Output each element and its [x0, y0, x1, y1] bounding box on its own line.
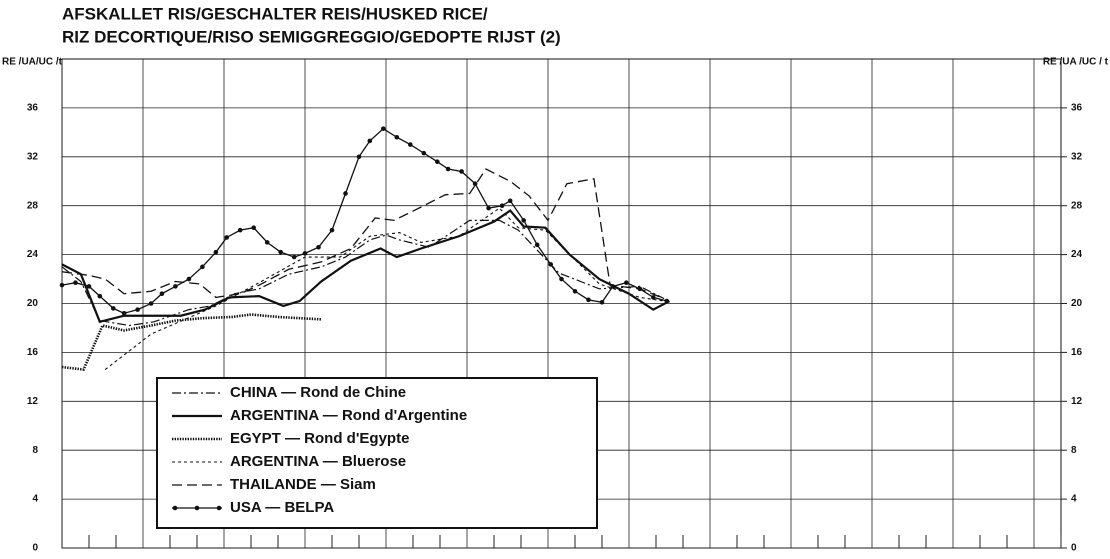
- data-point: [499, 203, 505, 208]
- data-point: [329, 227, 335, 233]
- data-point: [637, 286, 643, 292]
- series-line: [61, 209, 671, 324]
- data-point: [343, 191, 348, 196]
- legend-label: CHINA — Rond de Chine: [230, 384, 406, 401]
- y-tick-label: 12: [27, 396, 39, 407]
- data-point: [586, 297, 591, 303]
- data-point: [291, 254, 297, 260]
- data-point: [472, 181, 478, 186]
- y2-tick-label: 8: [1071, 445, 1077, 456]
- data-point: [521, 218, 526, 223]
- chart-title: RIZ DECORTIQUE/RISO SEMIGGREGGIO/GEDOPTE…: [62, 27, 561, 46]
- legend-label: USA — BELPA: [230, 499, 334, 516]
- data-point: [610, 284, 616, 289]
- y-tick-label: 8: [32, 445, 38, 456]
- data-point: [534, 242, 540, 248]
- data-point: [572, 288, 578, 294]
- chart-title: AFSKALLET RIS/GESCHALTER REIS/HUSKED RIC…: [62, 4, 488, 23]
- legend-dot: [172, 505, 178, 511]
- data-point: [548, 262, 553, 267]
- y2-axis-label: RE /UA /UC / t: [1043, 57, 1109, 68]
- data-point: [599, 299, 605, 305]
- data-point: [121, 310, 127, 316]
- y2-tick-label: 0: [1071, 543, 1077, 554]
- legend-dot: [194, 505, 200, 511]
- y2-tick-label: 4: [1071, 494, 1077, 505]
- series-line: [104, 207, 665, 370]
- legend: CHINA — Rond de Chine ARGENTINA — Rond d'…: [156, 377, 598, 529]
- data-point: [173, 284, 178, 289]
- data-point: [73, 280, 78, 286]
- y2-tick-label: 20: [1071, 298, 1083, 309]
- legend-label: THAILANDE — Siam: [230, 476, 376, 493]
- y2-tick-label: 32: [1071, 151, 1083, 162]
- data-point: [278, 249, 284, 255]
- legend-label: ARGENTINA — Bluerose: [230, 453, 406, 470]
- data-point: [421, 150, 427, 156]
- y-tick-label: 36: [27, 103, 39, 114]
- data-point: [264, 240, 270, 245]
- data-point: [237, 227, 243, 233]
- data-point: [200, 264, 205, 270]
- y-tick-label: 32: [27, 151, 39, 162]
- y-tick-label: 20: [27, 298, 39, 309]
- data-point: [159, 291, 165, 297]
- series-line: [61, 127, 667, 314]
- legend-label: ARGENTINA — Rond d'Argentine: [230, 407, 467, 424]
- y-tick-label: 16: [27, 347, 39, 358]
- y-tick-label: 0: [32, 543, 38, 554]
- series-line: [61, 168, 665, 300]
- y2-tick-label: 12: [1071, 396, 1083, 407]
- y-tick-label: 28: [27, 200, 39, 211]
- series-line: [61, 313, 322, 371]
- data-point: [213, 249, 219, 255]
- data-point: [381, 126, 386, 131]
- data-point: [459, 169, 464, 174]
- y2-tick-label: 36: [1071, 103, 1083, 114]
- data-point: [86, 284, 92, 289]
- y2-tick-label: 28: [1071, 200, 1083, 211]
- legend-dot: [216, 505, 222, 511]
- data-point: [486, 205, 491, 211]
- data-point: [435, 159, 440, 164]
- data-point: [111, 306, 116, 311]
- data-point: [316, 244, 321, 250]
- data-point: [148, 301, 154, 306]
- data-point: [302, 251, 308, 256]
- y-tick-label: 4: [32, 494, 38, 505]
- data-point: [664, 298, 670, 304]
- data-point: [408, 142, 413, 147]
- legend-label: EGYPT — Rond d'Egypte: [230, 430, 409, 447]
- y-axis-label: RE /UA/UC /t: [2, 57, 63, 68]
- data-point: [559, 276, 564, 282]
- data-point: [367, 138, 373, 144]
- data-point: [507, 198, 513, 204]
- data-point: [651, 295, 656, 300]
- data-point: [186, 276, 192, 282]
- y2-tick-label: 24: [1071, 249, 1083, 260]
- data-point: [251, 225, 256, 231]
- series-line: [61, 219, 665, 327]
- data-point: [624, 280, 629, 286]
- data-point: [59, 282, 65, 288]
- data-point: [356, 154, 362, 160]
- legend-box: [156, 377, 598, 529]
- y2-tick-label: 16: [1071, 347, 1083, 358]
- data-point: [394, 134, 400, 140]
- data-point: [97, 293, 103, 299]
- data-point: [445, 166, 451, 172]
- data-point: [135, 307, 140, 312]
- y-tick-label: 24: [27, 249, 39, 260]
- data-point: [224, 235, 229, 240]
